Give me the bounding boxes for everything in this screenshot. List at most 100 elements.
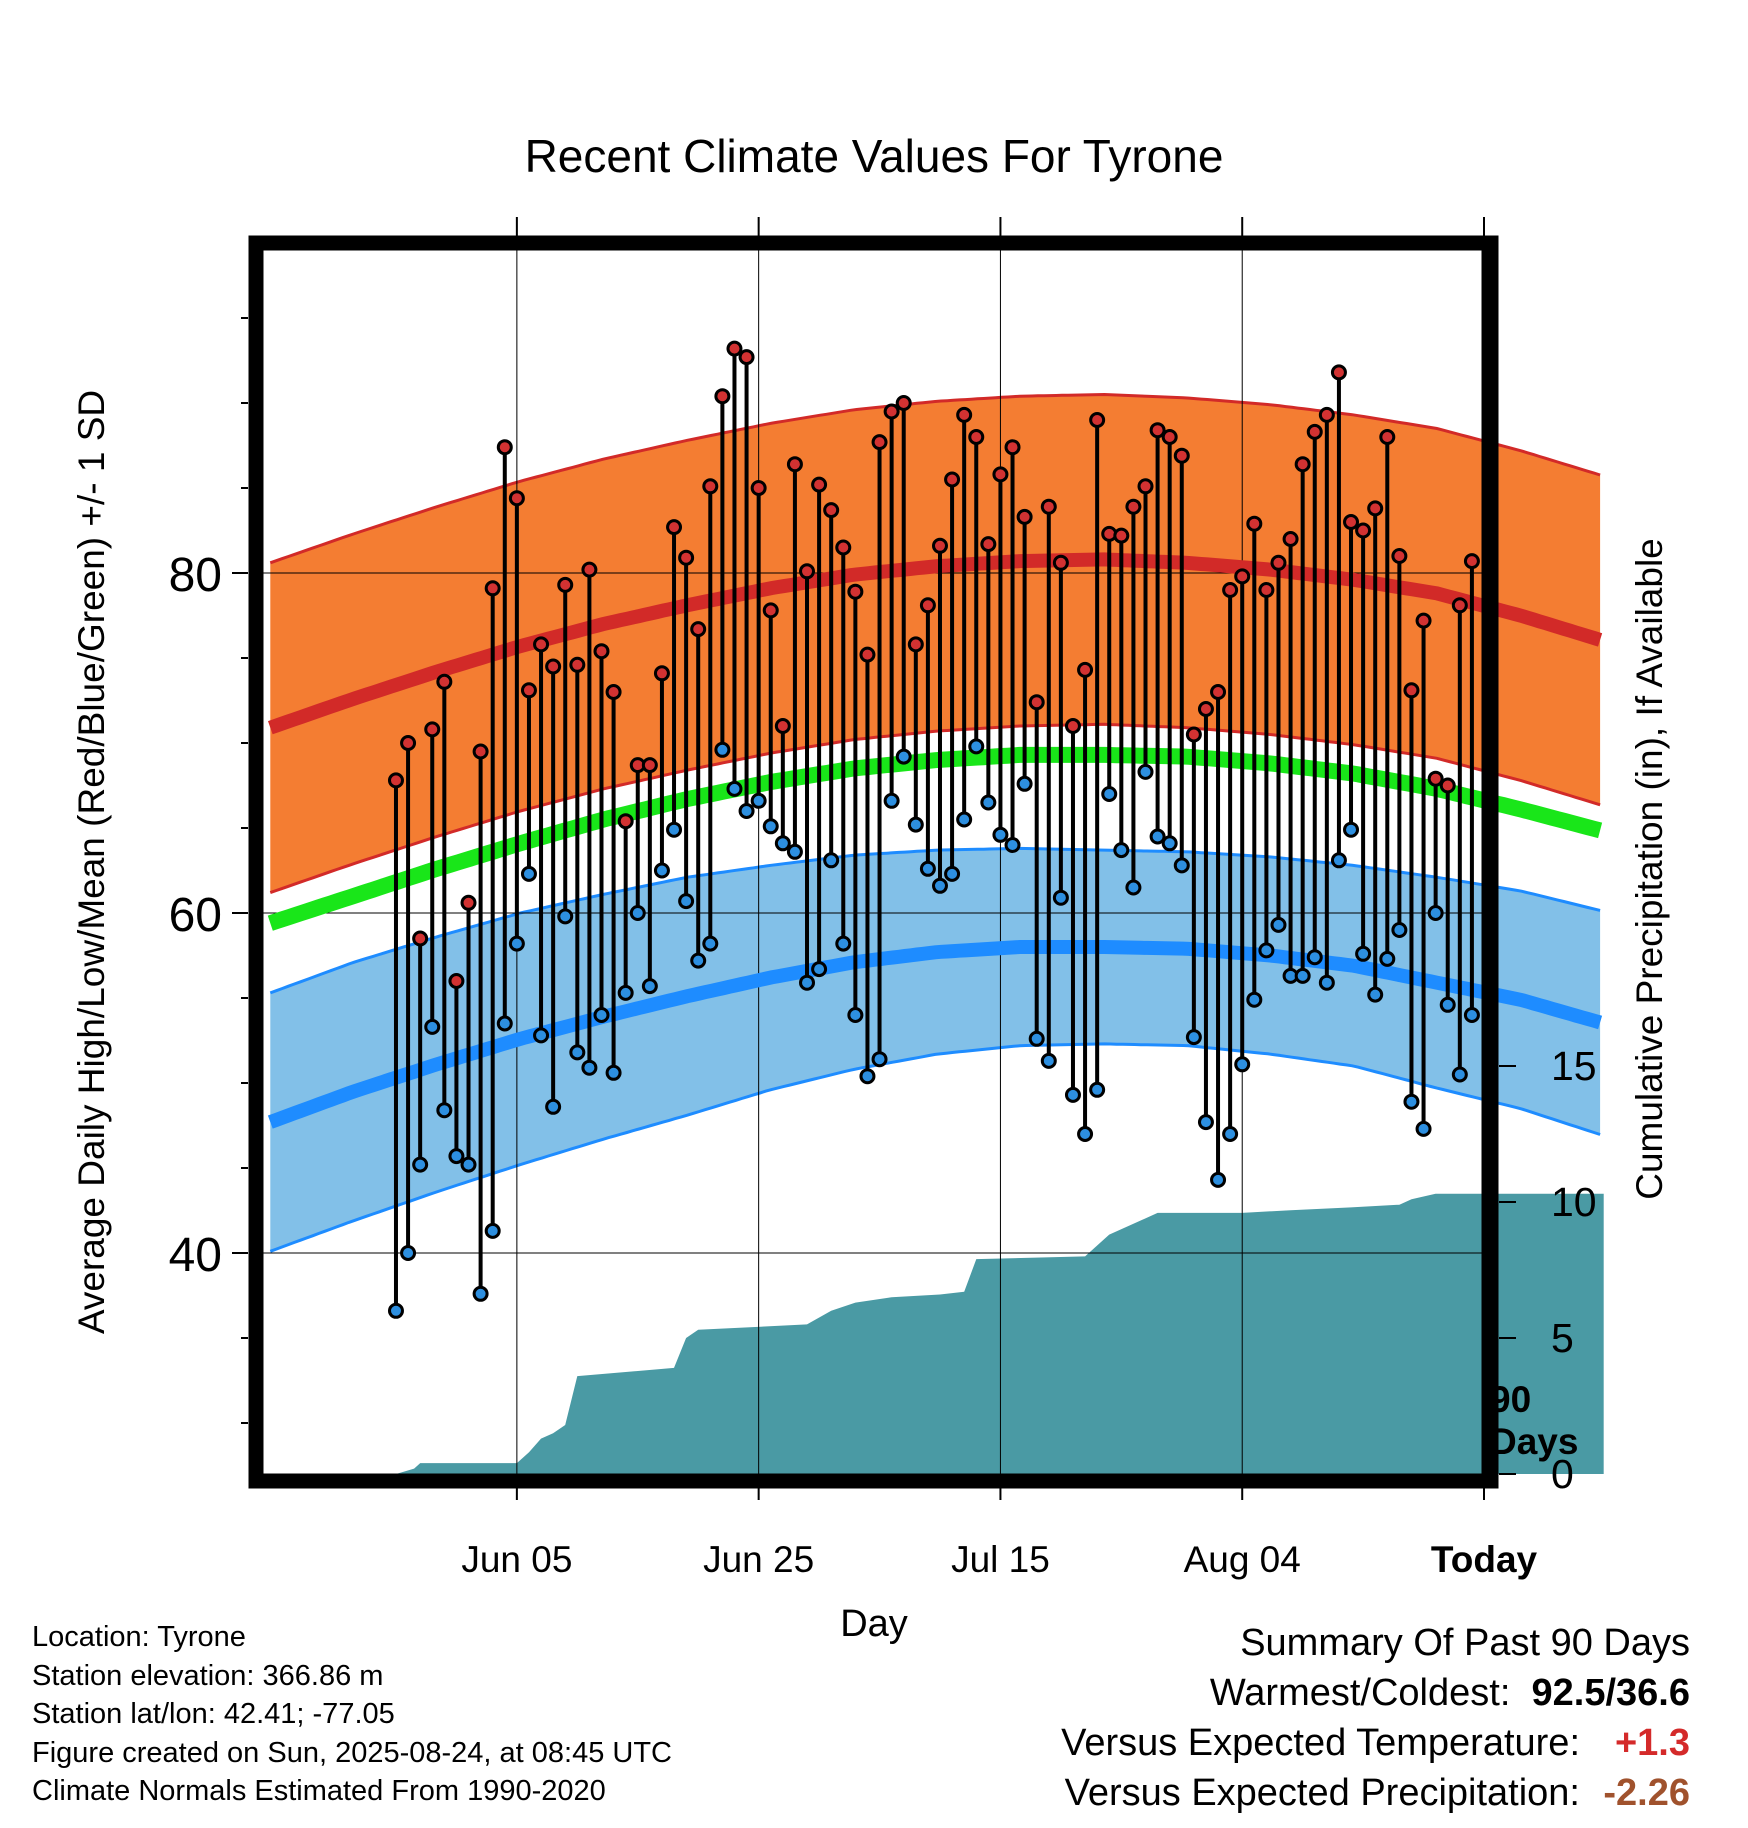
daily-high-point [702, 478, 719, 495]
daily-low-point [1306, 949, 1323, 966]
daily-high-point [1379, 429, 1396, 445]
daily-high-point [569, 656, 586, 673]
daily-low-point [1246, 991, 1263, 1008]
daily-high-point [1089, 412, 1106, 428]
daily-low-point [605, 1064, 622, 1081]
y2-tick-label: 0 [1551, 1451, 1574, 1497]
daily-low-point [436, 1102, 453, 1119]
daily-low-point [1294, 967, 1311, 984]
daily-high-point [400, 735, 417, 751]
daily-high-point [774, 718, 791, 734]
daily-low-point [1004, 837, 1021, 853]
daily-low-point [1137, 763, 1154, 780]
daily-high-point [1330, 364, 1347, 381]
daily-high-point [508, 490, 525, 507]
daily-low-point [1318, 974, 1335, 991]
daily-low-point [1077, 1126, 1094, 1142]
daily-low-point [750, 792, 767, 809]
daily-low-point [1016, 775, 1033, 792]
daily-low-point [786, 843, 803, 860]
daily-low-point [859, 1068, 876, 1085]
daily-high-point [460, 894, 477, 911]
daily-high-point [1016, 508, 1033, 525]
daily-low-point [545, 1098, 562, 1115]
daily-high-point [1149, 422, 1166, 439]
daily-high-point [1125, 498, 1142, 515]
daily-high-point [811, 476, 828, 493]
temp-value: +1.3 [1614, 1722, 1690, 1764]
daily-high-point [1258, 582, 1275, 598]
y-tick-label: 60 [169, 889, 222, 942]
daily-high-point [520, 682, 537, 699]
daily-high-point [956, 406, 973, 423]
daily-high-point [1246, 515, 1263, 532]
daily-high-point [436, 673, 453, 690]
daily-low-point [678, 893, 695, 910]
daily-low-point [714, 741, 731, 758]
daily-high-point [1077, 661, 1094, 678]
info-created: Figure created on Sun, 2025-08-24, at 08… [32, 1736, 672, 1769]
daily-low-point [1367, 986, 1384, 1003]
daily-high-point [412, 930, 429, 947]
daily-high-point [1004, 439, 1021, 456]
daily-low-point [968, 738, 985, 755]
daily-low-point [871, 1051, 888, 1068]
summary-title: Summary Of Past 90 Days [1240, 1622, 1690, 1664]
daily-high-point [496, 439, 513, 456]
daily-high-point [835, 539, 852, 556]
daily-low-point [387, 1302, 404, 1319]
x-tick-label: Today [1431, 1539, 1538, 1580]
daily-low-point [774, 835, 791, 852]
daily-low-point [1040, 1052, 1057, 1069]
daily-low-point [533, 1027, 550, 1044]
daily-high-point [1185, 726, 1202, 743]
daily-high-point [726, 340, 743, 357]
daily-low-point [1064, 1086, 1081, 1103]
x-tick-label: Jun 25 [703, 1539, 814, 1580]
daily-high-point [944, 471, 961, 488]
daily-high-point [484, 580, 501, 597]
daily-low-point [823, 852, 840, 869]
daily-low-point [847, 1007, 864, 1023]
daily-low-point [883, 792, 900, 809]
daily-low-point [1113, 842, 1130, 859]
daily-high-point [786, 456, 803, 473]
daily-high-point [1343, 514, 1360, 530]
daily-low-point [762, 818, 779, 835]
daily-low-point [1052, 889, 1069, 906]
daily-low-point [1185, 1029, 1202, 1046]
daily-high-point [750, 480, 767, 496]
daily-low-point [1439, 996, 1456, 1013]
daily-high-point [1210, 684, 1227, 700]
daily-high-point [762, 602, 779, 619]
summary-panel: Summary Of Past 90 Days Warmest/Coldest:… [1061, 1618, 1690, 1818]
daily-low-point [702, 935, 719, 952]
high-band-upper-edge [269, 392, 1601, 565]
daily-low-point [1355, 945, 1372, 962]
daily-high-point [799, 563, 816, 580]
y-axis-label: Average Daily High/Low/Mean (Red/Blue/Gr… [71, 390, 112, 1334]
daily-low-point [1210, 1171, 1227, 1188]
daily-low-point [992, 826, 1009, 843]
precip-label: Versus Expected Precipitation: [1064, 1772, 1580, 1814]
plot-frame [248, 235, 1499, 1489]
daily-high-point [1270, 554, 1287, 571]
daily-low-point [1391, 922, 1408, 938]
daily-low-point [1258, 942, 1275, 959]
summary-precip-row: Versus Expected Precipitation: -2.26 [1061, 1768, 1690, 1818]
daily-low-point [1173, 857, 1190, 874]
daily-low-point [1403, 1093, 1420, 1110]
daily-low-point [1222, 1126, 1239, 1142]
daily-high-point [448, 973, 465, 989]
daily-high-point [1197, 701, 1214, 717]
daily-high-point [1391, 548, 1408, 564]
daily-high-point [424, 721, 441, 738]
station-info: Location: Tyrone Station elevation: 366.… [32, 1618, 672, 1811]
daily-low-point [907, 816, 924, 833]
daily-low-point [472, 1285, 489, 1302]
y-tick-label: 40 [169, 1229, 222, 1282]
daily-low-point [666, 821, 683, 838]
daily-high-point [1318, 406, 1335, 423]
daily-low-point [799, 974, 816, 991]
daily-high-point [593, 643, 610, 660]
